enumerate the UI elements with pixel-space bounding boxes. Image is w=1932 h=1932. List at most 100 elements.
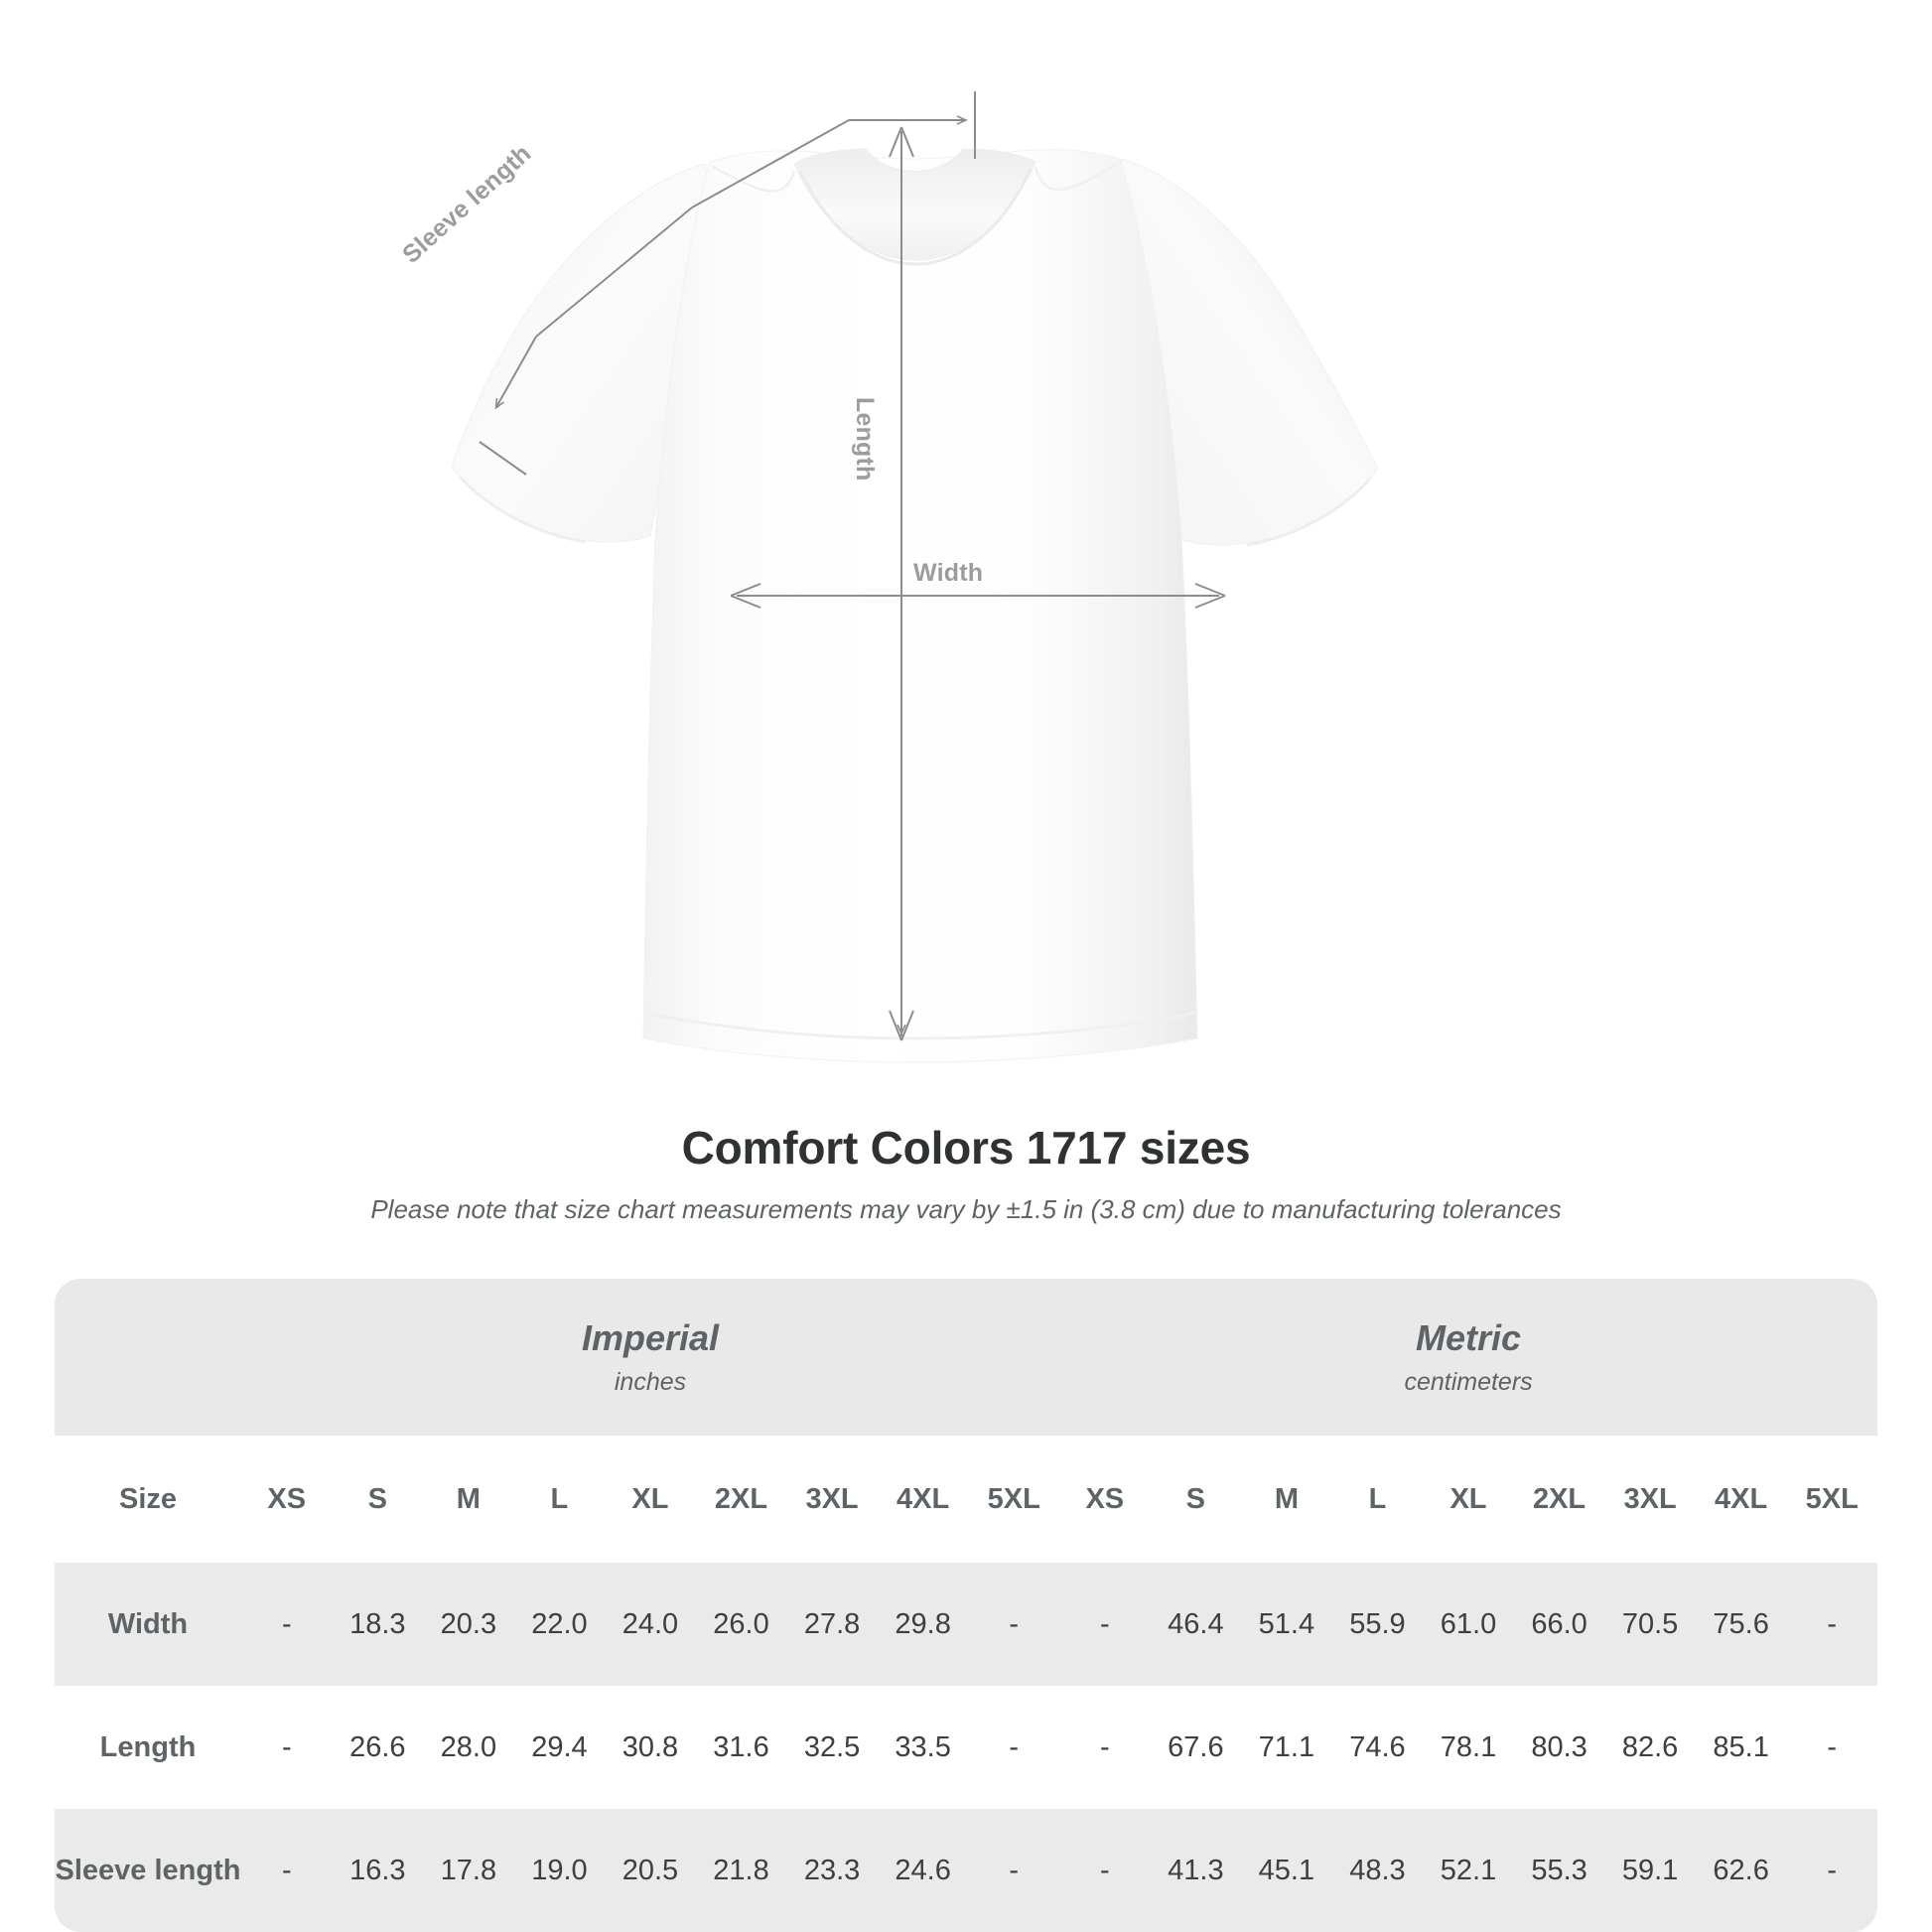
- cell-width-metric-4xl: 75.6: [1695, 1563, 1787, 1686]
- width-label: Width: [913, 559, 984, 587]
- cell-length-imperial-m: 28.0: [423, 1686, 514, 1809]
- cell-sleeve-imperial-s: 16.3: [332, 1809, 424, 1932]
- cell-width-imperial-xl: 24.0: [605, 1563, 696, 1686]
- unit-name-metric: Metric: [1416, 1316, 1522, 1358]
- cell-length-imperial-xl: 30.8: [605, 1686, 696, 1809]
- size-header-imperial-2xl: 2XL: [695, 1436, 787, 1563]
- cell-length-metric-xl: 78.1: [1423, 1686, 1514, 1809]
- cell-length-metric-5xl: -: [1786, 1686, 1877, 1809]
- size-header-imperial-xs: XS: [241, 1436, 333, 1563]
- cell-width-metric-5xl: -: [1786, 1563, 1877, 1686]
- size-header-imperial-s: S: [332, 1436, 424, 1563]
- cell-length-metric-2xl: 80.3: [1513, 1686, 1605, 1809]
- sleeve-length-dimension: [479, 91, 976, 476]
- cell-sleeve-metric-2xl: 55.3: [1513, 1809, 1605, 1932]
- tolerance-note: Please note that size chart measurements…: [370, 1193, 1562, 1224]
- row-label-sleeve-length: Sleeve length: [55, 1809, 241, 1932]
- tshirt-measurement-diagram: Sleeve length Length Width: [397, 91, 1379, 1063]
- size-table-container: Imperial inches Metric centimeters Size …: [55, 1279, 1877, 1932]
- size-header-metric-l: L: [1331, 1436, 1424, 1563]
- size-header-imperial-xl: XL: [605, 1436, 696, 1563]
- size-row-header: Size: [55, 1436, 241, 1563]
- cell-length-imperial-2xl: 31.6: [695, 1686, 787, 1809]
- size-header-metric-3xl: 3XL: [1604, 1436, 1696, 1563]
- cell-width-imperial-xs: -: [241, 1563, 333, 1686]
- cell-sleeve-metric-s: 41.3: [1150, 1809, 1242, 1932]
- cell-width-metric-s: 46.4: [1150, 1563, 1242, 1686]
- size-header-metric-xl: XL: [1423, 1436, 1514, 1563]
- size-header-imperial-4xl: 4XL: [877, 1436, 969, 1563]
- cell-length-metric-s: 67.6: [1150, 1686, 1242, 1809]
- page-title: Comfort Colors 1717 sizes: [681, 1122, 1251, 1173]
- unit-header-imperial: Imperial inches: [241, 1279, 1060, 1436]
- cell-sleeve-metric-5xl: -: [1786, 1809, 1877, 1932]
- cell-sleeve-imperial-xs: -: [241, 1809, 333, 1932]
- cell-sleeve-metric-4xl: 62.6: [1695, 1809, 1787, 1932]
- cell-sleeve-imperial-4xl: 24.6: [877, 1809, 969, 1932]
- cell-length-imperial-xs: -: [241, 1686, 333, 1809]
- cell-length-imperial-s: 26.6: [332, 1686, 424, 1809]
- table-row: Width - 18.3 20.3 22.0 24.0 26.0 27.8 29…: [55, 1563, 1877, 1686]
- cell-length-imperial-4xl: 33.5: [877, 1686, 969, 1809]
- size-header-row: Size XS S M L XL 2XL 3XL 4XL 5XL XS S M …: [55, 1436, 1877, 1563]
- size-header-metric-xs: XS: [1059, 1436, 1151, 1563]
- size-header-metric-4xl: 4XL: [1695, 1436, 1787, 1563]
- title-block: Comfort Colors 1717 sizes Please note th…: [0, 1122, 1932, 1225]
- cell-width-imperial-s: 18.3: [332, 1563, 424, 1686]
- cell-width-metric-m: 51.4: [1241, 1563, 1332, 1686]
- cell-length-metric-xs: -: [1059, 1686, 1151, 1809]
- unit-header-row: Imperial inches Metric centimeters: [55, 1279, 1877, 1436]
- unit-sub-metric: centimeters: [1404, 1368, 1533, 1397]
- cell-width-metric-xl: 61.0: [1423, 1563, 1514, 1686]
- cell-sleeve-metric-l: 48.3: [1331, 1809, 1424, 1932]
- cell-width-imperial-2xl: 26.0: [695, 1563, 787, 1686]
- table-row: Sleeve length - 16.3 17.8 19.0 20.5 21.8…: [55, 1809, 1877, 1932]
- unit-spacer-cell: [55, 1279, 241, 1436]
- cell-sleeve-imperial-5xl: -: [968, 1809, 1060, 1932]
- cell-width-metric-l: 55.9: [1331, 1563, 1424, 1686]
- cell-sleeve-imperial-m: 17.8: [423, 1809, 514, 1932]
- cell-sleeve-metric-m: 45.1: [1241, 1809, 1332, 1932]
- unit-name-imperial: Imperial: [581, 1316, 720, 1358]
- size-header-metric-5xl: 5XL: [1786, 1436, 1877, 1563]
- cell-sleeve-imperial-3xl: 23.3: [786, 1809, 878, 1932]
- size-header-imperial-m: M: [423, 1436, 514, 1563]
- cell-width-imperial-m: 20.3: [423, 1563, 514, 1686]
- cell-length-imperial-l: 29.4: [513, 1686, 606, 1809]
- cell-sleeve-imperial-2xl: 21.8: [695, 1809, 787, 1932]
- cell-sleeve-metric-xs: -: [1059, 1809, 1151, 1932]
- cell-length-metric-m: 71.1: [1241, 1686, 1332, 1809]
- cell-length-metric-3xl: 82.6: [1604, 1686, 1696, 1809]
- width-dimension: [730, 583, 1226, 609]
- row-label-width: Width: [55, 1563, 241, 1686]
- cell-width-imperial-3xl: 27.8: [786, 1563, 878, 1686]
- cell-width-imperial-5xl: -: [968, 1563, 1060, 1686]
- table-row: Length - 26.6 28.0 29.4 30.8 31.6 32.5 3…: [55, 1686, 1877, 1809]
- size-header-imperial-l: L: [513, 1436, 606, 1563]
- size-header-metric-s: S: [1150, 1436, 1242, 1563]
- cell-width-imperial-4xl: 29.8: [877, 1563, 969, 1686]
- cell-sleeve-imperial-l: 19.0: [513, 1809, 606, 1932]
- cell-sleeve-imperial-xl: 20.5: [605, 1809, 696, 1932]
- size-table: Imperial inches Metric centimeters Size …: [55, 1279, 1877, 1932]
- cell-sleeve-metric-xl: 52.1: [1423, 1809, 1514, 1932]
- unit-header-metric: Metric centimeters: [1059, 1279, 1877, 1436]
- cell-length-imperial-5xl: -: [968, 1686, 1060, 1809]
- cell-sleeve-metric-3xl: 59.1: [1604, 1809, 1696, 1932]
- size-header-metric-2xl: 2XL: [1513, 1436, 1605, 1563]
- length-label: Length: [851, 397, 879, 482]
- cell-length-imperial-3xl: 32.5: [786, 1686, 878, 1809]
- cell-width-metric-xs: -: [1059, 1563, 1151, 1686]
- size-header-imperial-5xl: 5XL: [968, 1436, 1060, 1563]
- cell-length-metric-l: 74.6: [1331, 1686, 1424, 1809]
- cell-length-metric-4xl: 85.1: [1695, 1686, 1787, 1809]
- length-dimension: [889, 126, 914, 1041]
- cell-width-metric-3xl: 70.5: [1604, 1563, 1696, 1686]
- cell-width-metric-2xl: 66.0: [1513, 1563, 1605, 1686]
- tshirt-graphic: [451, 148, 1379, 1063]
- size-header-imperial-3xl: 3XL: [786, 1436, 878, 1563]
- cell-width-imperial-l: 22.0: [513, 1563, 606, 1686]
- size-header-metric-m: M: [1241, 1436, 1332, 1563]
- row-label-length: Length: [55, 1686, 241, 1809]
